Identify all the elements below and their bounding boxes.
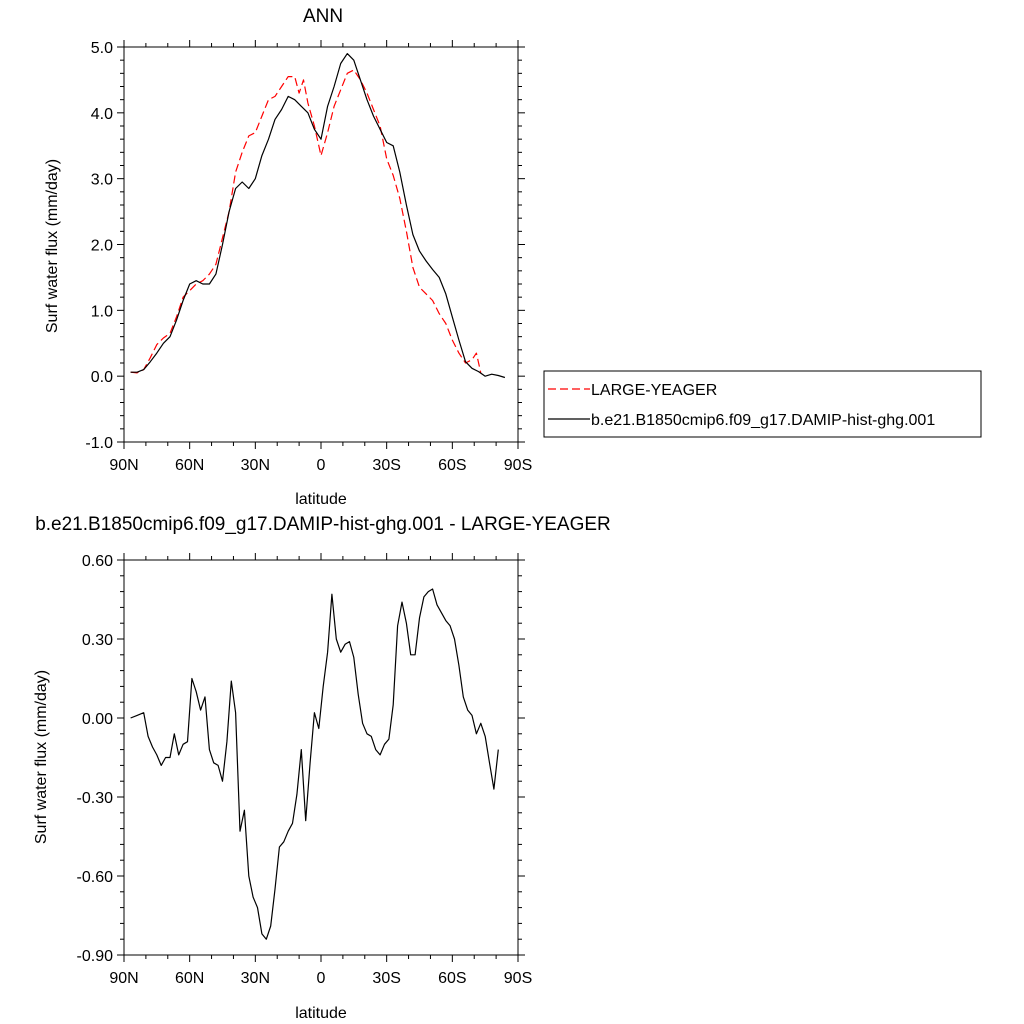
x-tick-label: 30S — [372, 457, 400, 474]
x-tick-label: 90S — [504, 457, 532, 474]
legend: LARGE-YEAGER b.e21.B1850cmip6.f09_g17.DA… — [543, 370, 982, 438]
y-tick-label: 0.00 — [82, 711, 113, 728]
y-tick-labels: -1.0 0.0 1.0 2.0 3.0 4.0 5.0 — [85, 40, 113, 452]
series-lines — [130, 588, 499, 940]
y-tick-labels: -0.90 -0.60 -0.30 0.00 0.30 0.60 — [77, 553, 114, 965]
y-tick-label: 4.0 — [91, 106, 113, 123]
legend-label-model: b.e21.B1850cmip6.f09_g17.DAMIP-hist-ghg.… — [591, 412, 935, 429]
x-tick-label: 30S — [372, 970, 400, 987]
y-tick-label: 3.0 — [91, 172, 113, 189]
series-line-difference — [130, 588, 499, 940]
y-tick-label: -0.60 — [77, 869, 114, 886]
x-axis-label: latitude — [295, 1005, 347, 1022]
x-axis-label: latitude — [295, 491, 347, 508]
y-tick-label: 2.0 — [91, 238, 113, 255]
plot-frame — [123, 46, 519, 443]
legend-label-large-yeager: LARGE-YEAGER — [591, 382, 717, 399]
tick-marks — [117, 553, 525, 962]
series-line-model — [130, 52, 506, 379]
x-tick-labels: 90N 60N 30N 0 30S 60S 90S — [109, 970, 532, 987]
x-tick-label: 60S — [438, 970, 466, 987]
y-tick-label: -1.0 — [85, 435, 113, 452]
y-tick-label: -0.30 — [77, 790, 114, 807]
y-tick-label: 0.60 — [82, 553, 113, 570]
y-axis-label: Surf water flux (mm/day) — [33, 670, 50, 844]
y-tick-label: 0.30 — [82, 632, 113, 649]
bottom-chart: b.e21.B1850cmip6.f09_g17.DAMIP-hist-ghg.… — [33, 514, 611, 1022]
x-tick-labels: 90N 60N 30N 0 30S 60S 90S — [109, 457, 532, 474]
series-lines — [130, 52, 506, 379]
y-tick-label: 1.0 — [91, 303, 113, 320]
x-tick-label: 0 — [317, 970, 326, 987]
x-tick-label: 90N — [109, 457, 138, 474]
y-tick-label: -0.90 — [77, 948, 114, 965]
tick-marks — [117, 40, 525, 449]
y-axis-label: Surf water flux (mm/day) — [44, 159, 61, 333]
chart-title: ANN — [303, 6, 343, 27]
x-tick-label: 90N — [109, 970, 138, 987]
x-tick-label: 60N — [175, 970, 204, 987]
x-tick-label: 30N — [241, 970, 270, 987]
y-tick-label: 0.0 — [91, 369, 113, 386]
plot-frame — [123, 559, 519, 956]
series-line-large-yeager — [130, 69, 482, 374]
top-chart: ANN -1.0 0.0 1.0 2.0 3.0 4.0 5.0 90N 60N 30N 0 30S… — [44, 6, 982, 508]
y-tick-label: 5.0 — [91, 40, 113, 57]
x-tick-label: 0 — [317, 457, 326, 474]
x-tick-label: 30N — [241, 457, 270, 474]
x-tick-label: 60N — [175, 457, 204, 474]
x-tick-label: 60S — [438, 457, 466, 474]
chart-title-difference: b.e21.B1850cmip6.f09_g17.DAMIP-hist-ghg.… — [35, 514, 611, 535]
legend-box — [543, 370, 982, 438]
x-tick-label: 90S — [504, 970, 532, 987]
